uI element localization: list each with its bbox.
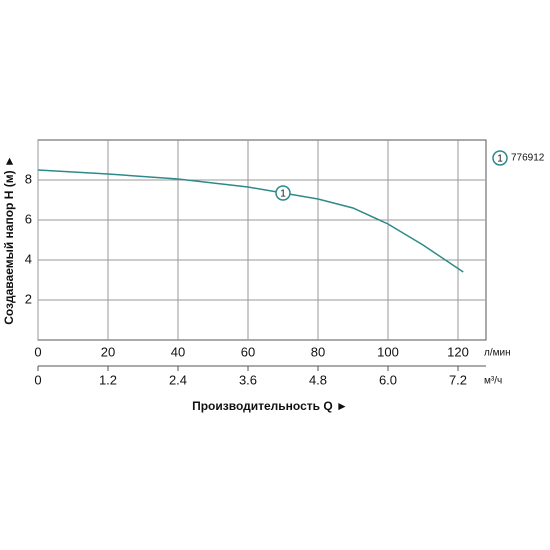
x-tick-label: 0: [34, 344, 41, 359]
y-tick-label: 2: [25, 291, 32, 306]
x2-tick-label: 2.4: [169, 372, 187, 387]
legend-marker: [492, 150, 508, 166]
curve: [37, 169, 464, 273]
y-tick-label: 4: [25, 251, 32, 266]
curve-marker-label: 1: [280, 189, 286, 200]
x-axis-title: Производительность Q ►: [192, 399, 348, 413]
x-tick-label: 120: [447, 344, 469, 359]
x2-tick-label: 3.6: [239, 372, 257, 387]
x-tick-label: 20: [101, 344, 115, 359]
plot-frame: [37, 139, 487, 341]
y-tick-label: 8: [25, 171, 32, 186]
x2-tick-label: 4.8: [309, 372, 327, 387]
curve-marker: [275, 185, 291, 201]
x2-tick-label: 6.0: [379, 372, 397, 387]
x-tick-label: 100: [377, 344, 399, 359]
legend-label: 776912: [511, 153, 545, 164]
x2-tick-label: 7.2: [449, 372, 467, 387]
x2-tick-label: 0: [34, 372, 41, 387]
x-tick-label: 80: [311, 344, 325, 359]
x2-tick-label: 1.2: [99, 372, 117, 387]
x-unit: л/мин: [484, 348, 511, 359]
x-tick-label: 60: [241, 344, 255, 359]
legend-marker-label: 1: [497, 154, 503, 165]
y-axis-title: Создаваемый напор H (м) ►: [2, 155, 16, 325]
x-tick-label: 40: [171, 344, 185, 359]
y-tick-label: 6: [25, 211, 32, 226]
x2-unit: м³/ч: [484, 376, 502, 387]
